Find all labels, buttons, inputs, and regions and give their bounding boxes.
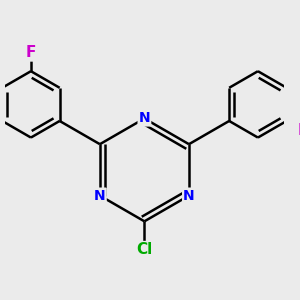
Text: N: N [183, 189, 195, 202]
Text: N: N [94, 189, 106, 202]
Text: F: F [26, 46, 36, 61]
Text: Cl: Cl [136, 242, 152, 257]
Text: N: N [139, 112, 150, 125]
Text: F: F [297, 123, 300, 138]
